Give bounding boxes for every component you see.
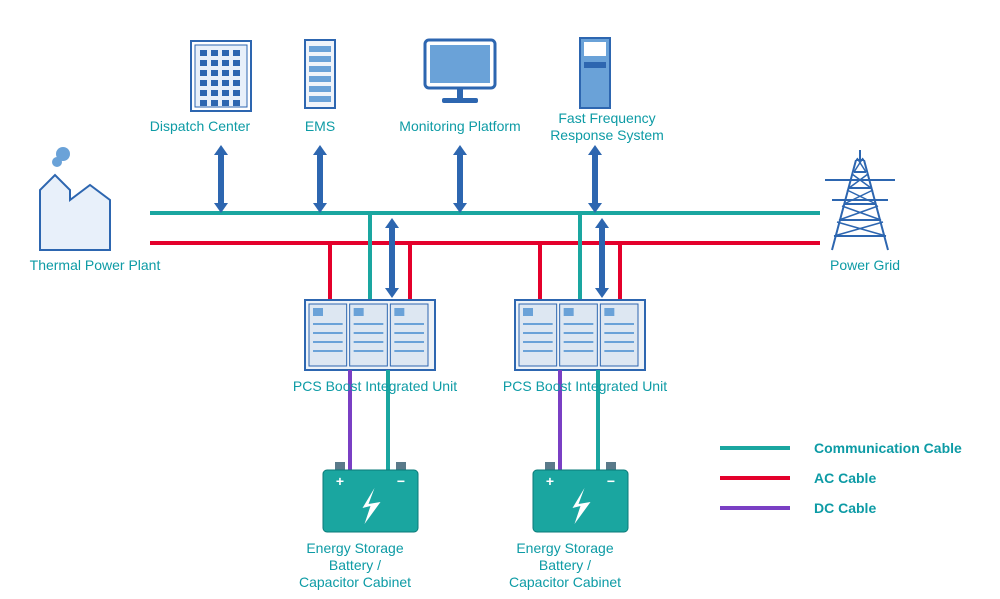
label-ems: EMS: [290, 118, 350, 135]
legend-line: [720, 476, 790, 480]
label-ffr-system: Fast FrequencyResponse System: [542, 110, 672, 144]
legend: Communication Cable AC Cable DC Cable: [720, 440, 962, 530]
legend-label: AC Cable: [814, 470, 876, 486]
label-battery-1: Energy StorageBattery /Capacitor Cabinet: [280, 540, 430, 590]
battery-icon: +−: [533, 462, 628, 532]
monitoring-platform-icon: [425, 40, 495, 103]
legend-line: [720, 446, 790, 450]
label-battery-2: Energy StorageBattery /Capacitor Cabinet: [490, 540, 640, 590]
pcs-unit-icon: [305, 300, 435, 370]
svg-text:−: −: [607, 473, 615, 489]
ems-icon: [305, 40, 335, 108]
svg-text:+: +: [546, 473, 554, 489]
label-dispatch-center: Dispatch Center: [130, 118, 270, 135]
label-thermal-plant: Thermal Power Plant: [10, 257, 180, 274]
legend-label: Communication Cable: [814, 440, 962, 456]
svg-text:−: −: [397, 473, 405, 489]
label-pcs-1: PCS Boost Integrated Unit: [280, 378, 470, 395]
legend-item: DC Cable: [720, 500, 962, 516]
svg-text:+: +: [336, 473, 344, 489]
dispatch-center-icon: [191, 41, 251, 111]
power-grid-icon: [825, 150, 895, 250]
pcs-unit-icon: [515, 300, 645, 370]
legend-line: [720, 506, 790, 510]
ffr-system-icon: [580, 38, 610, 108]
legend-item: AC Cable: [720, 470, 962, 486]
label-pcs-2: PCS Boost Integrated Unit: [490, 378, 680, 395]
label-monitoring-platform: Monitoring Platform: [380, 118, 540, 135]
label-power-grid: Power Grid: [820, 257, 910, 274]
thermal-plant-icon: [40, 147, 110, 250]
legend-label: DC Cable: [814, 500, 876, 516]
legend-item: Communication Cable: [720, 440, 962, 456]
battery-icon: +−: [323, 462, 418, 532]
